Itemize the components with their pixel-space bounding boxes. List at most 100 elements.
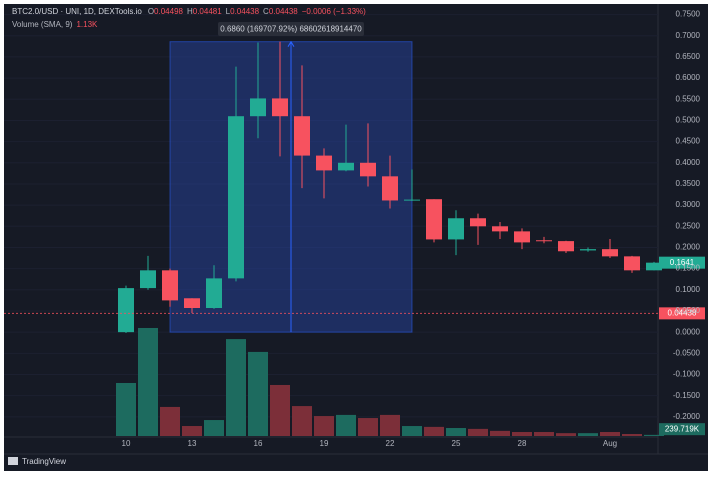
candle-body (448, 218, 464, 240)
candle-body (140, 270, 156, 289)
measure-arrowhead (287, 40, 295, 47)
candle-body (580, 249, 596, 251)
last-close-label-bg (659, 256, 705, 269)
volume-bar (534, 432, 554, 436)
y-tick-label: 0.2000 (676, 243, 701, 252)
volume-bar (446, 428, 466, 436)
candle-body (492, 226, 508, 232)
y-tick-label: 0.0500 (676, 306, 701, 315)
legend-value: 0.04438 (269, 7, 298, 16)
candle-body (250, 98, 266, 117)
volume-bar (204, 420, 224, 436)
y-tick-label: 0.4500 (676, 137, 701, 146)
x-tick-label: 19 (320, 439, 329, 448)
y-tick-label: 0.1500 (676, 264, 701, 273)
legend-value: 0.04481 (193, 7, 222, 16)
x-tick-label: 28 (518, 439, 527, 448)
candle-body (558, 241, 574, 252)
candle-body (184, 298, 200, 309)
y-tick-label: 0.7000 (676, 31, 701, 40)
legend-value: 0.04438 (230, 7, 259, 16)
measure-tooltip: 0.6860 (169707.92%) 68602618914470 (220, 25, 362, 34)
brand-name: TradingView (22, 457, 66, 466)
volume-bar (358, 418, 378, 436)
volume-bar (226, 339, 246, 436)
candle-body (272, 98, 288, 117)
volume-bar (380, 414, 400, 436)
volume-bar (292, 406, 312, 436)
candle-body (118, 288, 134, 333)
y-tick-label: 0.5500 (676, 94, 701, 103)
volume-bar (490, 430, 510, 436)
candle-body (162, 270, 178, 301)
header: BTC2.0/USD · UNI, 1D, DEXTools.io O0.0449… (12, 7, 366, 16)
volume-bar (468, 428, 488, 436)
candle-body (338, 162, 354, 171)
candle-body (206, 278, 222, 309)
last-price-label: 0.04438 (668, 308, 697, 317)
legend-key: C (263, 7, 269, 16)
y-tick-label: -0.1500 (673, 391, 701, 400)
candle-body (316, 155, 332, 171)
overlay: 0.04438 0.1641 239.719K (4, 256, 705, 436)
y-tick-label: 0.2500 (676, 221, 701, 230)
last-price-label-bg (659, 307, 705, 320)
legend-key: H (187, 7, 193, 16)
volume-bar (424, 426, 444, 436)
x-tick-label: 13 (188, 439, 197, 448)
y-tick-label: 0.4000 (676, 158, 701, 167)
volume-label-bg (659, 423, 705, 436)
symbol-title: BTC2.0/USD · UNI, 1D, DEXTools.io (12, 7, 142, 16)
candle-body (228, 116, 244, 279)
volume-title: Volume (SMA, 9) (12, 20, 73, 29)
legend-key: L (226, 7, 231, 16)
candle-body (294, 116, 310, 156)
candle-body (514, 231, 530, 243)
candle-body (382, 176, 398, 201)
y-tick-label: -0.0500 (673, 348, 701, 357)
last-close-label: 0.1641 (670, 258, 695, 267)
volume-bar (578, 433, 598, 436)
candle-body (426, 199, 442, 240)
x-tick-label: 22 (386, 439, 395, 448)
candle-body (646, 262, 662, 271)
x-tick-label: 16 (254, 439, 263, 448)
candle-body (360, 162, 376, 177)
y-tick-label: 0.0000 (676, 327, 701, 336)
legend-key: O (148, 7, 154, 16)
candles (118, 41, 662, 333)
y-tick-label: 0.3000 (676, 200, 701, 209)
brand: TradingView (8, 457, 66, 466)
candle-body (470, 218, 486, 227)
candle-body (404, 199, 420, 201)
x-tick-label: 10 (122, 439, 131, 448)
volume-header: Volume (SMA, 9) 1.13K (12, 20, 98, 29)
y-tick-label: 0.7500 (676, 10, 701, 19)
y-tick-label: 0.1000 (676, 285, 701, 294)
volume-bar (314, 416, 334, 436)
volume-bar (270, 384, 290, 436)
volume-bar (336, 414, 356, 436)
y-tick-label: 0.6500 (676, 52, 701, 61)
legend-value: 0.04498 (154, 7, 183, 16)
y-tick-label: 0.3500 (676, 179, 701, 188)
volume-bar (138, 327, 158, 436)
x-tick-label: Aug (603, 439, 617, 448)
y-tick-label: -0.1000 (673, 370, 701, 379)
candle-body (536, 240, 552, 242)
volume-pane (116, 327, 664, 436)
volume-bar (622, 434, 642, 436)
y-tick-label: 0.6000 (676, 73, 701, 82)
volume-bar (182, 426, 202, 436)
measure-tooltip-bg (218, 22, 364, 36)
volume-label: 239.719K (665, 424, 700, 433)
legend-change: −0.0006 (−1.33%) (302, 7, 366, 16)
volume-bar (600, 432, 620, 436)
volume-sma: 1.13K (76, 20, 98, 29)
y-tick-label: -0.2000 (673, 412, 701, 421)
volume-bar (402, 426, 422, 436)
candle-body (602, 249, 618, 257)
x-tick-label: 25 (452, 439, 461, 448)
